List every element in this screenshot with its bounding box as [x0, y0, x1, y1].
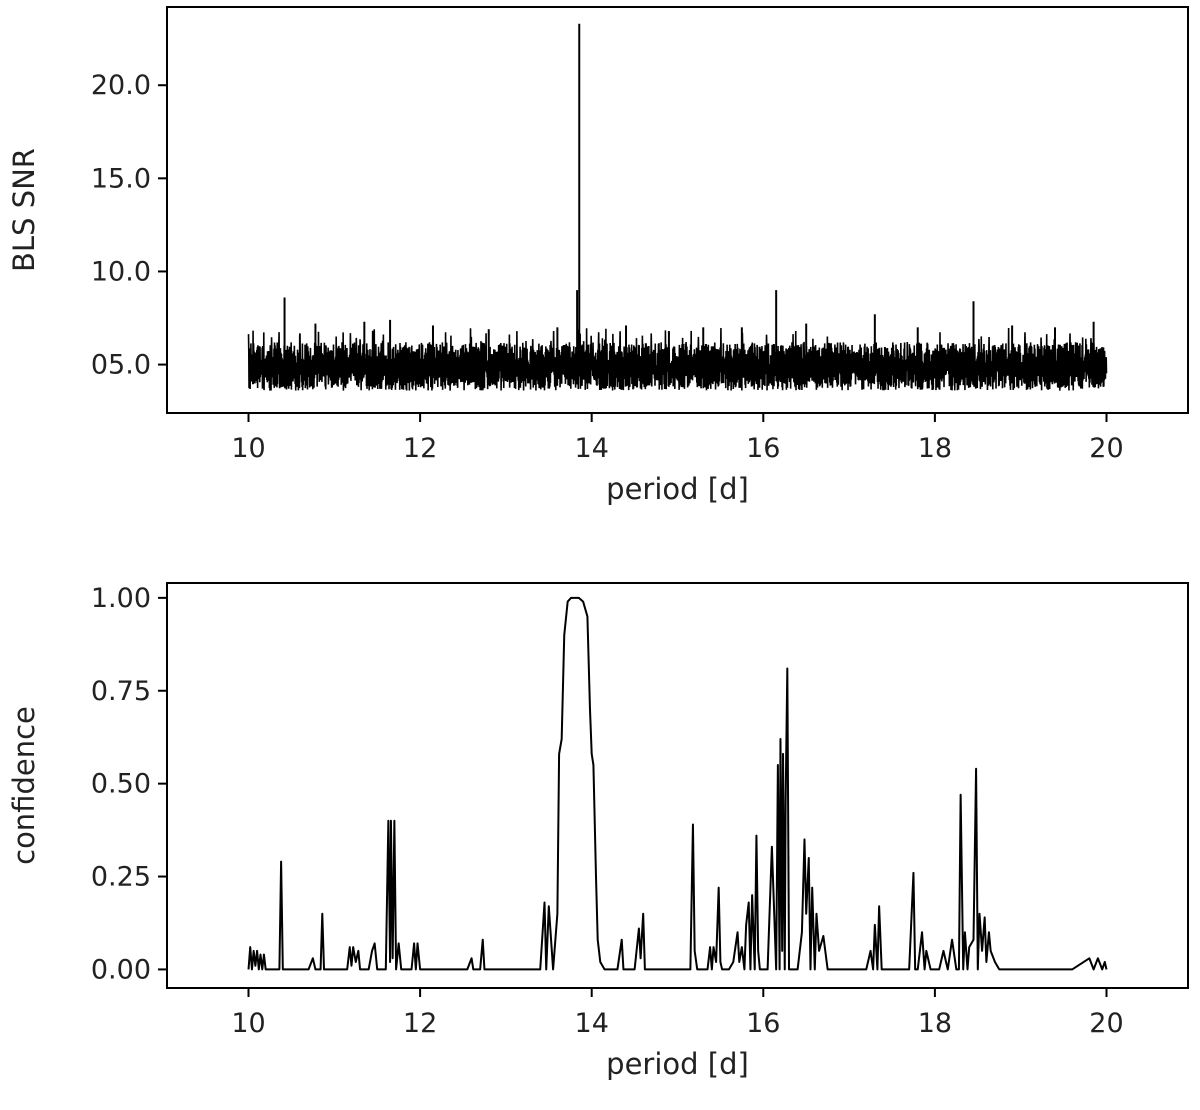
x-tick-label: 14 [575, 1008, 609, 1039]
y-tick-label: 20.0 [91, 70, 151, 101]
y-tick-label: 15.0 [91, 163, 151, 194]
y-tick-label: 1.00 [91, 583, 151, 614]
confidence-axes-frame [166, 582, 1189, 989]
confidence-x-axis: 10 12 14 16 18 20 [231, 988, 1124, 1039]
y-tick-label: 0.25 [91, 862, 151, 893]
x-tick-label: 16 [746, 433, 780, 464]
x-tick-label: 18 [918, 433, 952, 464]
confidence-x-axis-label: period [d] [606, 1047, 749, 1081]
x-tick-label: 16 [746, 1008, 780, 1039]
y-tick-label: 05.0 [91, 350, 151, 381]
confidence-y-axis-label: confidence [7, 706, 41, 865]
snr-y-axis: 05.0 10.0 15.0 20.0 [91, 70, 167, 381]
snr-panel: 10 12 14 16 18 20 05.0 10.0 15.0 20.0 period [d]… [7, 6, 1189, 506]
y-tick-label: 0.50 [91, 769, 151, 800]
x-tick-label: 20 [1089, 433, 1123, 464]
x-tick-label: 12 [403, 433, 437, 464]
x-tick-label: 10 [231, 1008, 265, 1039]
snr-axes-frame [166, 6, 1189, 414]
snr-noise-band [247, 327, 1108, 391]
snr-y-axis-label: BLS SNR [7, 148, 41, 272]
snr-plot-area [247, 23, 1108, 391]
snr-x-axis: 10 12 14 16 18 20 [231, 413, 1124, 464]
confidence-line [247, 596, 1108, 971]
x-tick-label: 14 [575, 433, 609, 464]
y-tick-label: 10.0 [91, 256, 151, 287]
x-tick-label: 18 [918, 1008, 952, 1039]
confidence-panel: 10 12 14 16 18 20 0.00 0.25 0.50 0.75 1.00 period… [7, 582, 1189, 1081]
y-tick-label: 0.00 [91, 954, 151, 985]
confidence-plot-area [247, 596, 1108, 971]
x-tick-label: 10 [231, 433, 265, 464]
confidence-y-axis: 0.00 0.25 0.50 0.75 1.00 [91, 583, 167, 985]
y-tick-label: 0.75 [91, 676, 151, 707]
x-tick-label: 12 [403, 1008, 437, 1039]
snr-x-axis-label: period [d] [606, 472, 749, 506]
x-tick-label: 20 [1089, 1008, 1123, 1039]
